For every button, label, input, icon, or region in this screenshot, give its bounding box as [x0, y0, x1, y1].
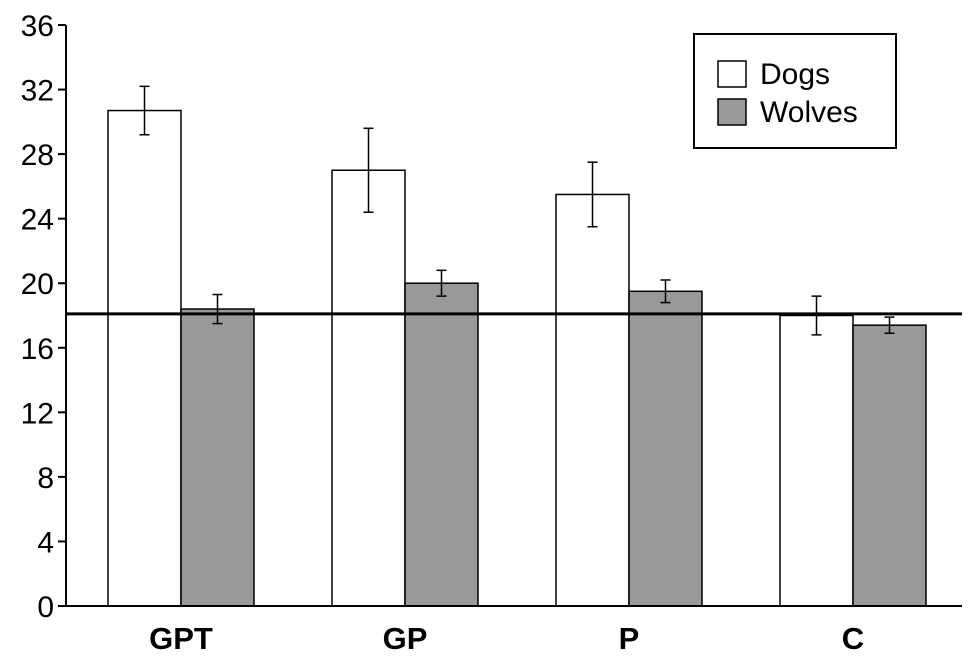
y-tick-label: 4 — [37, 526, 54, 559]
x-category-label: P — [619, 621, 640, 656]
y-tick-label: 12 — [21, 397, 54, 430]
legend-label-wolves: Wolves — [760, 96, 858, 129]
legend-frame — [693, 33, 897, 149]
bar-dogs-c — [779, 314, 854, 607]
x-category-label: C — [842, 621, 864, 656]
bar-dogs-gp — [331, 169, 406, 607]
bar-dogs-gpt — [107, 109, 182, 607]
bar-wolves-c — [852, 324, 927, 607]
y-tick-label: 24 — [21, 204, 54, 237]
bar-dogs-p — [555, 193, 630, 607]
y-tick-label: 36 — [21, 10, 54, 43]
y-tick-label: 28 — [21, 139, 54, 172]
legend-swatch-wolves — [717, 98, 747, 126]
legend-swatch-dogs — [717, 60, 747, 88]
bar-wolves-gpt — [180, 308, 255, 607]
error-bars — [139, 85, 895, 336]
bar-wolves-p — [628, 290, 703, 607]
x-category-label: GP — [383, 621, 428, 656]
legend: Dogs Wolves — [693, 33, 897, 149]
y-tick-label: 0 — [37, 591, 54, 624]
y-tick-label: 16 — [21, 333, 54, 366]
bars — [107, 109, 927, 607]
y-tick-label: 32 — [21, 75, 54, 108]
y-tick-label: 20 — [21, 268, 54, 301]
x-category-label: GPT — [149, 621, 213, 656]
bar-wolves-gp — [404, 282, 479, 607]
y-axis-ticks: 0 4 8 12 16 20 24 28 32 36 — [21, 10, 66, 624]
x-axis-labels: GPT GP P C — [149, 621, 864, 656]
legend-label-dogs: Dogs — [760, 58, 830, 91]
y-tick-label: 8 — [37, 462, 54, 495]
